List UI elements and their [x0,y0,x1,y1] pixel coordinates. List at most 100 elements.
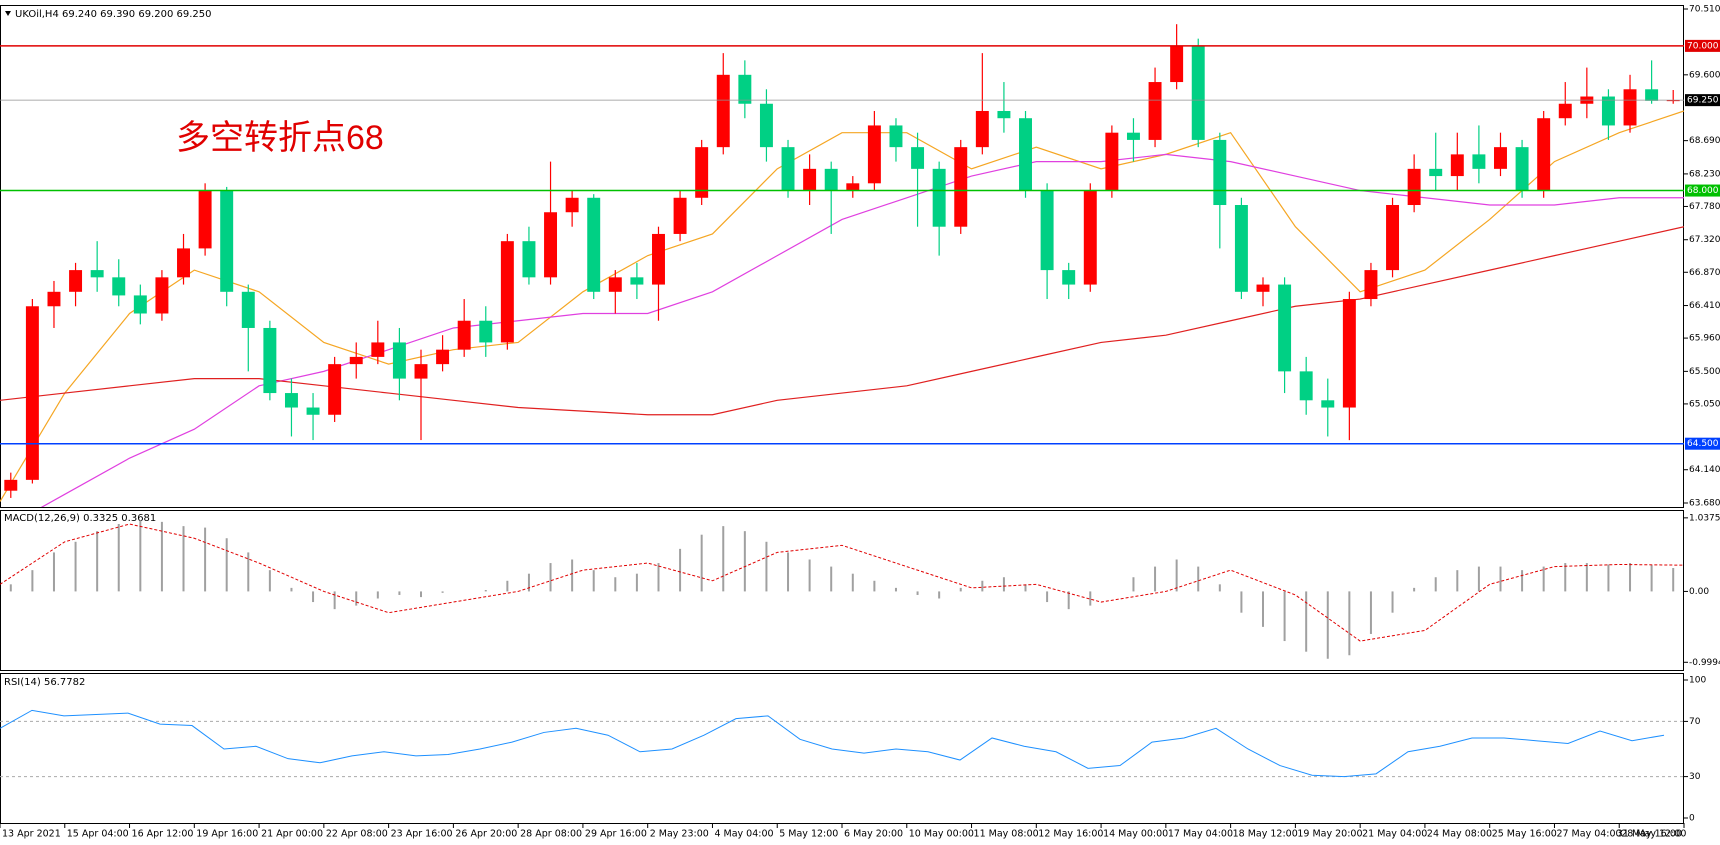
candle-body [177,248,190,278]
candle-body [824,168,838,191]
x-tick-label: 26 Apr 20:00 [455,829,517,840]
candle-body [587,197,601,292]
y-tick-label: 65.960 [1689,334,1720,344]
candle-body [1472,154,1486,169]
y-tick-label: 1.0375 [1689,513,1720,523]
y-tick-label: 66.870 [1689,268,1720,278]
candle-body [371,342,385,357]
x-tick-label: 29 Apr 16:00 [585,829,647,840]
y-tick-label: 0 [1689,814,1695,824]
candle-body [867,125,881,184]
candle-body [500,241,514,343]
x-tick-label: 12 May 16:00 [1038,829,1103,840]
candle-body [716,74,730,148]
candle-body [803,168,817,191]
menu-arrow[interactable] [5,11,11,16]
current-price-label: 69.250 [1687,96,1719,106]
candle-body [1450,154,1464,177]
candle-body [565,197,579,213]
candle-body [198,190,212,249]
candle-body [1494,147,1507,169]
candle-body [911,147,925,169]
x-tick-label: 21 May 04:00 [1362,829,1427,840]
candle-body [846,183,860,191]
chart-title: UKOil,H4 69.240 69.390 69.200 69.250 [15,9,212,20]
candle-body [306,407,320,415]
y-tick-label: 30 [1689,772,1701,782]
candle-body [1299,371,1313,401]
candle-body [436,349,450,365]
x-tick-label: 16 Apr 12:00 [132,829,194,840]
x-tick-label: 6 May 20:00 [844,829,903,840]
x-tick-label: 25 May 16:00 [1492,829,1557,840]
candle-body [954,147,968,227]
candle-body [889,125,903,148]
candle-body [1386,205,1400,271]
candle-body [457,320,471,350]
level-label-bg [1685,184,1720,197]
candle-body [1213,139,1227,206]
x-tick-label: 10 May 00:00 [909,829,974,840]
moving-average [40,153,1684,507]
candle-body [1623,89,1637,126]
candle-body [1191,45,1205,140]
candle-body [1148,82,1162,140]
rsi-line [0,709,1665,778]
candle-body [47,291,61,307]
y-tick-label: 63.680 [1689,499,1720,509]
candle-body [1256,284,1270,292]
y-tick-label: 69.600 [1689,70,1720,80]
candle-body [263,327,277,394]
moving-average [0,110,1684,502]
candle-body [414,364,428,379]
x-tick-label: 11 May 08:00 [974,829,1039,840]
candle-body [328,364,342,415]
candle-body [479,320,493,343]
candle-body [759,103,773,148]
candle-body [608,277,622,292]
candle-body [241,291,255,328]
y-tick-label: 67.320 [1689,235,1720,245]
moving-average [0,226,1684,416]
candle-body [652,233,665,285]
y-tick-label: 67.780 [1689,202,1720,212]
candle-body [1558,103,1572,119]
candle-body [630,277,644,285]
candle-body [1537,118,1551,191]
y-tick-label: 100 [1689,676,1706,686]
x-tick-label: 14 May 00:00 [1103,829,1168,840]
candle-body [1666,100,1680,102]
candle-body [349,356,363,365]
candle-body [284,393,298,408]
y-tick-label: 70 [1689,717,1701,727]
macd-signal [0,523,1685,642]
candle-body [1321,400,1335,408]
x-tick-label: 28 Apr 08:00 [520,829,582,840]
x-tick-label: 5 May 12:00 [779,829,838,840]
candle-body [90,270,104,278]
level-label: 70.000 [1687,41,1719,51]
candle-body [1105,132,1119,191]
candle-body [1515,147,1529,191]
candle-body [1429,168,1443,177]
x-tick-label: 23 Apr 16:00 [391,829,453,840]
y-tick-label: 65.500 [1689,367,1720,377]
y-tick-label: 68.690 [1689,136,1720,146]
candle-body [522,241,536,278]
y-tick-label: 0.00 [1689,587,1709,597]
main-panel [0,5,1684,508]
y-tick-label: 65.050 [1689,399,1720,409]
y-tick-label: -0.9994 [1689,658,1720,668]
candle-body [544,212,558,278]
candle-body [738,74,752,104]
macd-title: MACD(12,26,9) 0.3325 0.3681 [4,513,156,524]
current-price-bg [1685,94,1720,107]
candle-body [4,479,18,491]
x-tick-label: 21 Apr 00:00 [261,829,323,840]
candle-body [975,110,989,148]
x-tick-label: 2 May 23:00 [650,829,709,840]
candle-body [695,147,709,198]
candle-body [1062,270,1076,285]
y-tick-label: 68.230 [1689,169,1720,179]
